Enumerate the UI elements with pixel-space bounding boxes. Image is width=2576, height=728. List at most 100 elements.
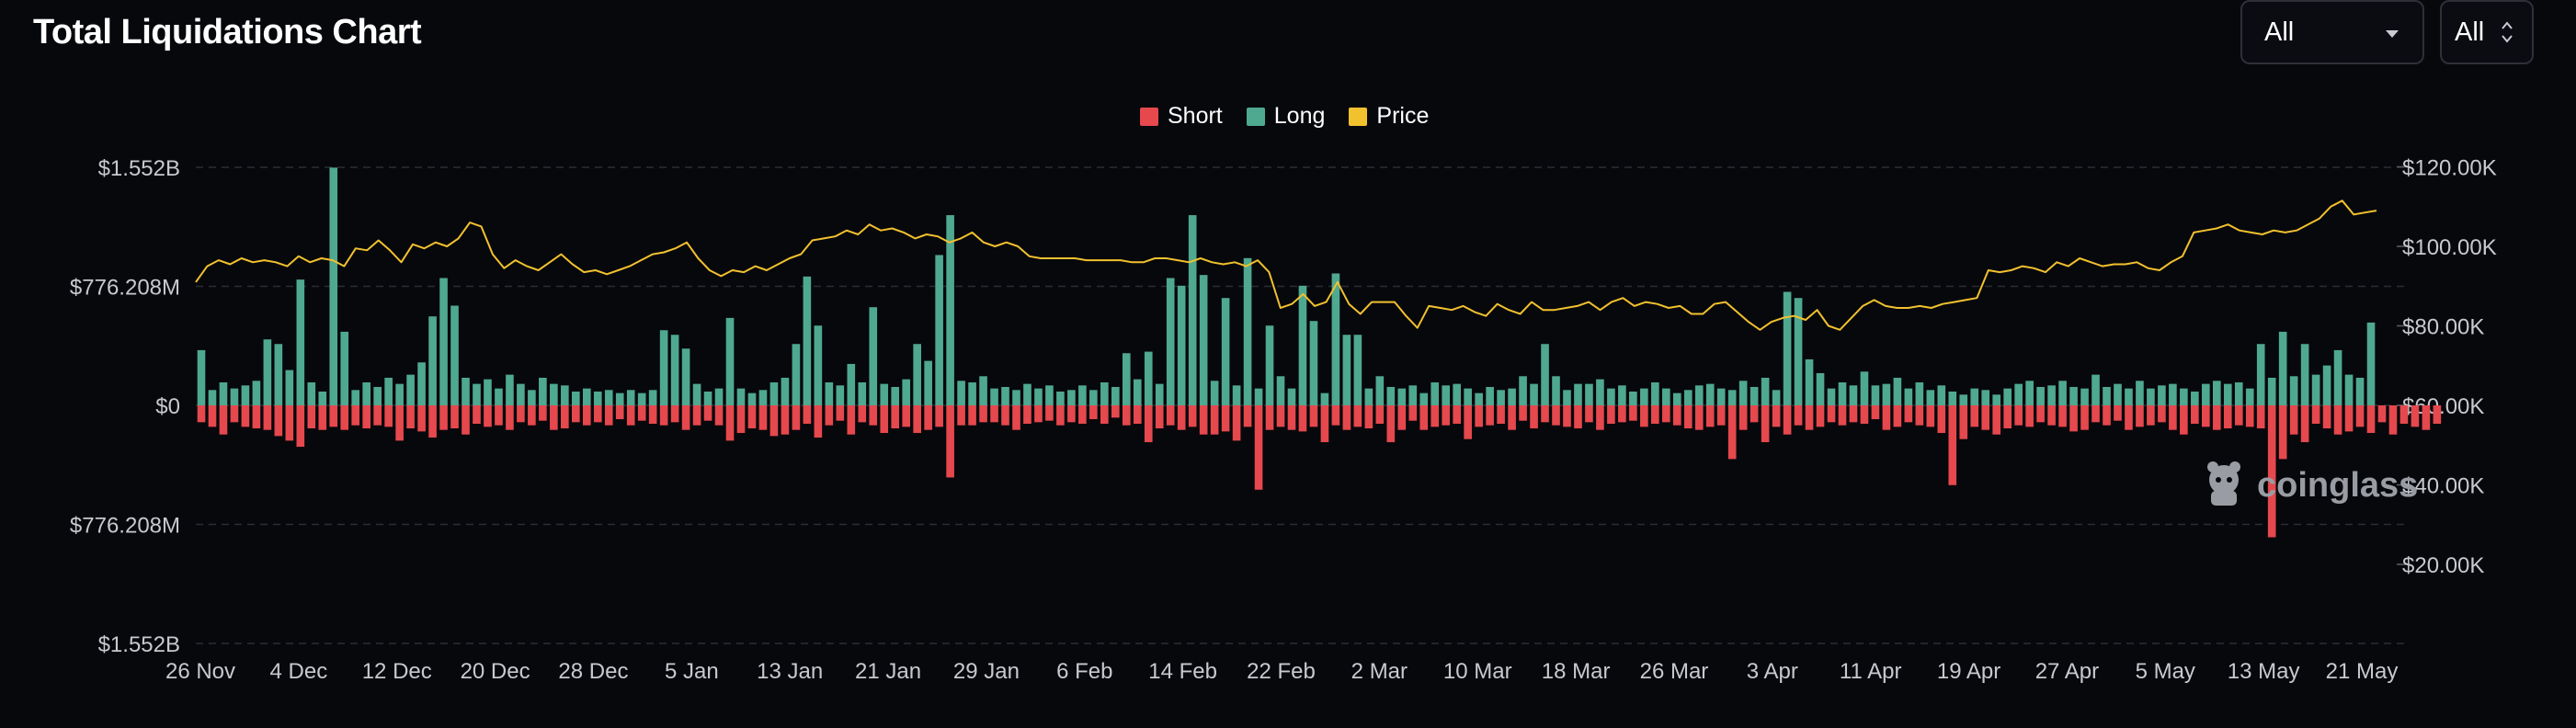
long-bar [252,381,261,405]
long-bar [2202,383,2210,405]
short-bar [1375,405,1385,425]
short-bar [1254,405,1263,490]
long-bar [1056,391,1065,405]
long-bar [1981,390,1990,405]
short-bar [2422,405,2431,430]
short-bar [847,405,856,435]
short-bar [1738,405,1748,430]
x-axis-tick: 21 Jan [855,659,921,684]
long-bar [2344,374,2354,405]
short-bar [1188,405,1197,427]
short-bar [329,405,338,427]
long-bar [648,390,657,405]
long-bar [1133,379,1142,405]
long-bar [913,344,921,405]
short-bar [913,405,921,434]
short-bar [1882,405,1891,430]
long-bar [1166,278,1175,405]
short-bar [1937,405,1946,434]
long-bar [1683,390,1693,405]
short-bar [197,405,206,423]
long-bar [351,390,360,405]
short-bar [1727,405,1737,460]
short-bar [1508,405,1516,430]
coinglass-watermark: coinglass [2200,460,2418,511]
long-bar [285,370,294,405]
long-bar [803,276,812,405]
long-bar [1563,390,1571,405]
long-bar [1034,388,1043,405]
short-bar [2180,405,2188,435]
short-bar [2158,405,2166,423]
coinglass-logo-icon [2207,461,2240,506]
short-bar [2114,405,2122,421]
short-bar [1716,405,1726,426]
short-bar [1331,405,1340,426]
short-bar [582,405,591,426]
long-bar [626,390,635,405]
long-bar [1320,392,1329,405]
long-bar [1838,381,1847,405]
short-bar [1056,405,1065,426]
long-bar [703,391,712,405]
short-bar [550,405,558,430]
short-bar [1761,405,1770,443]
short-bar [2223,405,2232,429]
short-bar [1871,405,1880,420]
short-bar [781,405,790,435]
short-bar [593,405,602,423]
long-bar [781,377,790,405]
right-axis-tick: $120.00K [2402,156,2497,181]
short-bar [803,405,812,425]
long-bar [2136,381,2144,405]
long-bar [2355,377,2365,405]
short-bar [2333,405,2342,435]
x-axis-tick: 3 Apr [1747,659,1798,684]
short-bar [747,405,757,429]
short-bar [1067,405,1076,423]
legend-swatch-long [1246,107,1265,126]
range-select[interactable]: All [2240,0,2424,64]
long-bar [2014,383,2023,405]
legend-item-price[interactable]: Price [1349,103,1429,130]
short-bar [1430,405,1440,427]
short-bar [252,405,261,429]
right-axis-tick: $40.00K [2402,474,2484,499]
short-bar [1001,405,1009,426]
long-bar [2256,344,2265,405]
short-bar [1320,405,1329,443]
x-axis-tick: 27 Apr [2035,659,2099,684]
short-bar [2300,405,2309,443]
short-bar [1342,405,1351,430]
x-axis-tick: 22 Feb [1247,659,1316,684]
long-bar [1651,381,1659,405]
legend-item-long[interactable]: Long [1246,103,1325,130]
short-bar [2125,405,2133,430]
short-bar [1926,405,1935,427]
short-bar [384,405,393,427]
x-axis-tick: 13 May [2228,659,2300,684]
long-bar [428,316,437,405]
long-bar [979,376,987,405]
long-bar [2114,383,2122,405]
long-bar [1871,385,1880,405]
long-bar [473,383,481,405]
long-bar [692,383,701,405]
short-bar [2234,405,2243,426]
long-bar [1012,390,1020,405]
unit-select[interactable]: All [2440,0,2534,64]
long-bar [1959,394,1968,405]
short-bar [615,405,624,420]
short-bar [484,405,492,427]
long-bar [858,381,867,405]
short-bar [2366,405,2376,434]
short-bar [1408,405,1418,421]
long-bar [208,390,217,405]
long-bar [307,381,316,405]
legend-item-short[interactable]: Short [1140,103,1223,130]
legend-label-short: Short [1168,103,1223,129]
long-bar [1464,388,1472,405]
long-bar [1805,358,1814,405]
long-bar [2191,391,2199,405]
